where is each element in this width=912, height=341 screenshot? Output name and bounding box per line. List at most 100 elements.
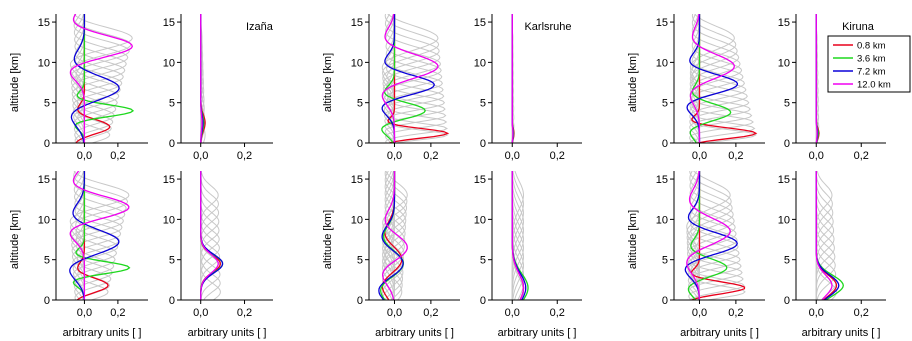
x-tick-label: 0,0	[809, 150, 824, 162]
x-tick-label: 0,2	[550, 307, 565, 319]
series-line-12-0-km	[686, 171, 731, 300]
panel-kiruna-top-left: 0 5 10 15 0,0 0,2 altitude [km]	[627, 14, 765, 162]
y-tick-label: 0	[480, 138, 486, 150]
site-label-izaa: Izaña	[246, 21, 274, 33]
y-tick-label: 10	[778, 57, 790, 69]
x-tick-label: 0,2	[237, 307, 252, 319]
x-axis-label: arbitrary units [ ]	[188, 327, 267, 339]
panel-karlsruhe-top-left: 0 5 10 15 0,0 0,2 altitude [km]	[322, 14, 460, 162]
y-axis-label: altitude [km]	[9, 53, 21, 112]
x-tick-label: 0,0	[809, 307, 824, 319]
y-tick-label: 10	[163, 57, 175, 69]
series-line-12-0-km	[381, 14, 439, 143]
series-line-12-0-km	[200, 14, 203, 143]
legend-entry-label: 3.6 km	[857, 54, 886, 65]
x-tick-label: 0,0	[77, 307, 92, 319]
y-tick-label: 0	[357, 295, 363, 307]
x-tick-label: 0,2	[728, 307, 743, 319]
plot-area	[200, 14, 206, 143]
panel-izaa-top-left: 0 5 10 15 0,0 0,2 altitude [km]	[9, 14, 148, 162]
y-tick-label: 10	[163, 214, 175, 226]
series-line-12-0-km	[69, 171, 130, 300]
y-tick-label: 15	[351, 17, 363, 29]
x-tick-label: 0,0	[692, 150, 707, 162]
y-tick-label: 0	[662, 138, 668, 150]
y-tick-label: 0	[169, 295, 175, 307]
x-tick-label: 0,2	[728, 150, 743, 162]
x-tick-label: 0,2	[854, 150, 869, 162]
series-line-12-0-km	[511, 14, 514, 143]
y-tick-label: 5	[662, 255, 668, 267]
plot-area	[69, 14, 135, 143]
y-tick-label: 15	[38, 17, 50, 29]
y-tick-label: 15	[656, 17, 668, 29]
y-axis-label: altitude [km]	[627, 53, 639, 112]
site-label-kiruna: Kiruna	[842, 21, 875, 33]
x-tick-label: 0,2	[110, 150, 125, 162]
y-tick-label: 15	[351, 174, 363, 186]
x-tick-label: 0,2	[110, 307, 125, 319]
plot-area	[684, 171, 746, 300]
y-tick-label: 10	[38, 57, 50, 69]
gray-kernel-line	[382, 171, 408, 300]
x-axis-label: arbitrary units [ ]	[680, 327, 759, 339]
legend: 0.8 km 3.6 km 7.2 km 12.0 km	[827, 35, 911, 93]
series-line-3-6-km	[74, 14, 135, 143]
plot-area	[200, 171, 224, 300]
legend-entry-label: 7.2 km	[857, 67, 886, 78]
y-tick-label: 15	[38, 174, 50, 186]
gray-kernel-line	[382, 171, 406, 300]
panel-izaa-top-right: 0 5 10 15 0,0 0,2	[163, 14, 273, 162]
panel-izaa-bottom-left: 0 5 10 15 0,0 0,2 altitude [km] arbitrary units…	[9, 171, 148, 339]
y-tick-label: 5	[784, 255, 790, 267]
x-tick-label: 0,0	[193, 150, 208, 162]
x-tick-label: 0,0	[77, 150, 92, 162]
plot-area	[511, 14, 515, 143]
gray-kernel-line	[815, 171, 838, 300]
plot-area	[815, 171, 844, 300]
y-tick-label: 5	[357, 255, 363, 267]
y-tick-label: 15	[778, 174, 790, 186]
series-line-12-0-km	[200, 171, 219, 300]
plot-area	[381, 14, 450, 143]
x-axis-label: arbitrary units [ ]	[498, 327, 577, 339]
series-line-3-6-km	[72, 171, 131, 300]
gray-kernel-line	[686, 171, 731, 300]
y-tick-label: 10	[656, 214, 668, 226]
series-line-12-0-km	[815, 14, 818, 143]
plot-area	[378, 171, 408, 300]
series-line-7-2-km	[684, 171, 738, 300]
panel-kiruna-top-right: 0 5 10 15 0,0 0,2	[778, 14, 886, 162]
x-tick-label: 0,2	[423, 150, 438, 162]
y-tick-label: 0	[44, 295, 50, 307]
y-axis-label: altitude [km]	[322, 53, 334, 112]
y-tick-label: 15	[163, 17, 175, 29]
y-tick-label: 0	[357, 138, 363, 150]
legend-entry-label: 0.8 km	[857, 41, 886, 52]
y-tick-label: 0	[784, 138, 790, 150]
y-tick-label: 15	[163, 174, 175, 186]
panel-karlsruhe-top-right: 0 5 10 15 0,0 0,2	[474, 14, 582, 162]
x-tick-label: 0,2	[854, 307, 869, 319]
y-tick-label: 15	[474, 17, 486, 29]
y-tick-label: 5	[784, 98, 790, 110]
x-tick-label: 0,2	[237, 150, 252, 162]
x-axis-label: arbitrary units [ ]	[802, 327, 881, 339]
y-tick-label: 5	[357, 98, 363, 110]
y-tick-label: 5	[44, 98, 50, 110]
y-tick-label: 10	[351, 214, 363, 226]
panel-karlsruhe-bottom-left: 0 5 10 15 0,0 0,2 altitude [km] arbitrary units…	[322, 171, 460, 339]
y-tick-label: 15	[656, 174, 668, 186]
series-line-12-0-km	[69, 14, 134, 143]
x-tick-label: 0,0	[387, 150, 402, 162]
y-tick-label: 5	[169, 98, 175, 110]
legend-entry-label: 12.0 km	[857, 80, 891, 91]
series-line-12-0-km	[815, 171, 833, 300]
y-tick-label: 10	[474, 214, 486, 226]
y-tick-label: 0	[784, 295, 790, 307]
y-tick-label: 0	[480, 295, 486, 307]
x-axis-label: arbitrary units [ ]	[375, 327, 454, 339]
series-line-12-0-km	[382, 171, 408, 300]
y-tick-label: 10	[351, 57, 363, 69]
